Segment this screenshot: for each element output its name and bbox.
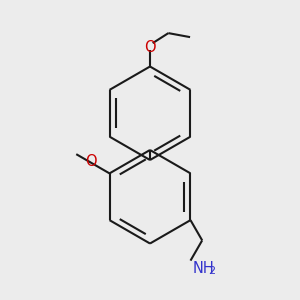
Text: O: O bbox=[144, 40, 156, 55]
Text: NH: NH bbox=[192, 262, 214, 277]
Text: O: O bbox=[85, 154, 96, 169]
Text: 2: 2 bbox=[208, 266, 215, 276]
